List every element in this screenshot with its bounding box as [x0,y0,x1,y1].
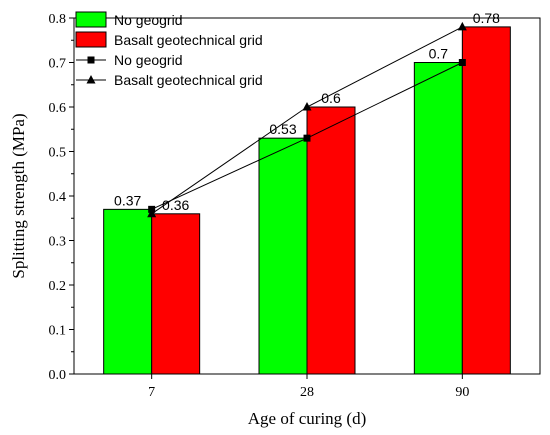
y-tick-label: 0.4 [49,190,67,205]
y-tick-label: 0.5 [49,146,67,161]
x-axis-ticks: 7 28 90 [148,374,469,400]
y-tick-label: 0.8 [49,12,67,27]
x-tick-label: 28 [300,385,314,400]
bar-no-geogrid-28 [258,137,308,375]
legend: No geogrid Basalt geotechnical grid No geo… [75,11,263,88]
legend-label: No geogrid [114,12,183,28]
legend-label: Basalt geotechnical grid [114,32,263,48]
bar-basalt-grid-90 [461,26,511,375]
bar-no-geogrid-7 [103,208,153,375]
legend-swatch [75,11,107,28]
bars-layer [103,26,511,375]
x-tick-label: 90 [455,385,469,400]
bar-basalt-grid-28 [306,106,356,375]
lines-layer [147,21,467,218]
legend-swatch [75,31,107,48]
y-tick-label: 0.1 [49,324,67,339]
x-tick-label: 7 [148,385,155,400]
data-label: 0.53 [269,121,296,137]
legend-item: Basalt geotechnical grid [75,31,263,48]
y-axis-title: Splitting strength (MPa) [9,113,28,278]
data-label: 0.36 [162,197,189,213]
marker-triangle-28 [302,102,312,111]
y-tick-label: 0.2 [49,279,67,294]
data-label: 0.7 [429,46,449,62]
legend-item: Basalt geotechnical grid [76,72,263,88]
y-tick-label: 0.6 [49,101,67,116]
legend-label: Basalt geotechnical grid [114,72,263,88]
bar-basalt-grid-7 [151,213,201,375]
legend-item: No geogrid [75,11,183,28]
marker-square-90 [458,59,466,66]
marker-triangle-7 [147,208,157,218]
y-tick-label: 0.7 [49,57,67,72]
legend-marker-square [87,56,95,64]
y-tick-label: 0.3 [49,235,67,250]
x-axis-title: Age of curing (d) [248,409,367,428]
marker-triangle-90 [457,21,467,31]
bar-no-geogrid-90 [413,62,463,375]
legend-marker-triangle [86,75,96,84]
legend-label: No geogrid [114,52,183,68]
data-label: 0.37 [114,192,141,208]
y-tick-label: 0.0 [49,368,67,383]
legend-item: No geogrid [76,52,183,68]
data-labels-layer: 0.370.530.70.360.60.78 [114,10,500,213]
marker-square-28 [303,134,311,142]
data-label: 0.6 [321,90,341,106]
y-axis-ticks: 0.0 0.1 0.2 0.3 0.4 0.5 0.6 0.7 0.8 [49,12,74,383]
